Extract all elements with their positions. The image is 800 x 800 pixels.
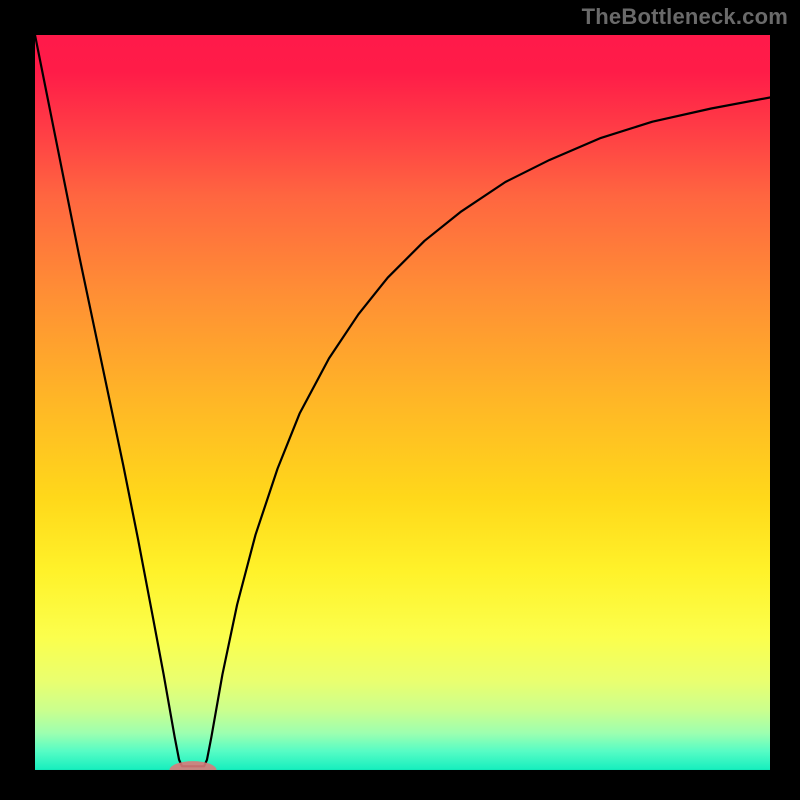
plot-svg (35, 35, 770, 770)
chart-canvas: TheBottleneck.com (0, 0, 800, 800)
gradient-background (35, 35, 770, 770)
plot-area (35, 35, 770, 770)
watermark-text: TheBottleneck.com (582, 4, 788, 30)
